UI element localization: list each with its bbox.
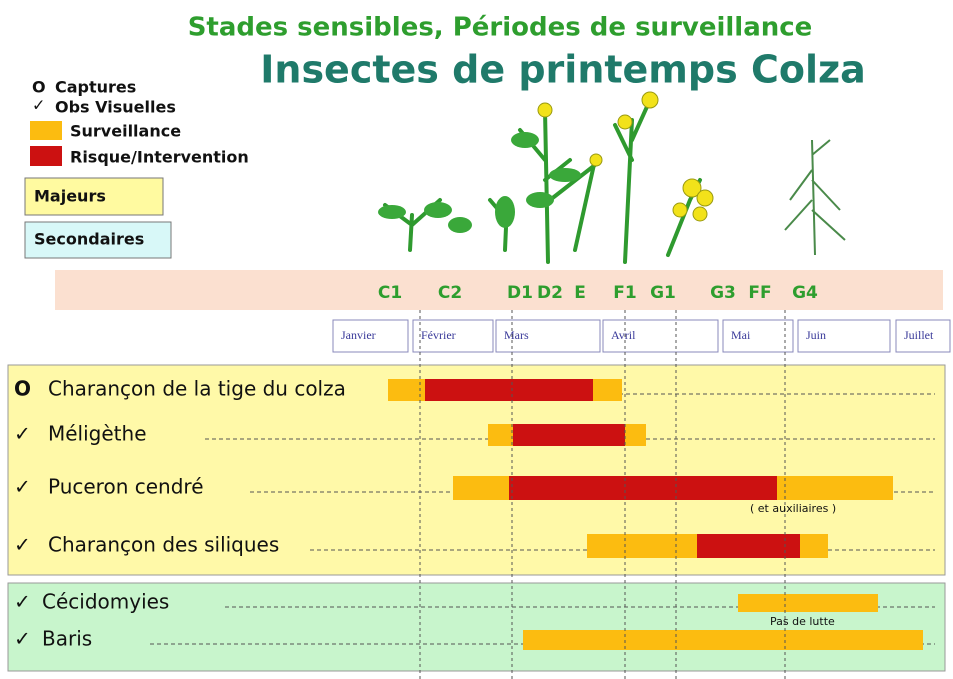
- month-box: [602, 319, 719, 353]
- month-label: Juin: [806, 328, 826, 342]
- period-bar: [509, 476, 777, 500]
- month-label: Mars: [504, 328, 529, 342]
- row-name: Méligèthe: [48, 422, 147, 446]
- month-label: Mai: [731, 328, 751, 342]
- period-bar: [425, 379, 593, 401]
- legend-label: Captures: [55, 78, 136, 97]
- note: ( et auxiliaires ): [750, 502, 836, 515]
- row-symbol: ✓: [14, 627, 31, 651]
- month-label: Avril: [611, 328, 636, 342]
- period-bar: [513, 424, 625, 446]
- month-label: Février: [421, 328, 456, 342]
- legend-symbol: O: [32, 78, 46, 97]
- period-bar: [738, 594, 878, 612]
- group-box: [24, 221, 172, 259]
- row-name: Charançon de la tige du colza: [48, 377, 346, 401]
- period-bar: [523, 630, 923, 650]
- month-box: [895, 319, 951, 353]
- row-symbol: ✓: [14, 475, 31, 499]
- note: Pas de lutte: [770, 615, 835, 628]
- stage-label: C1: [378, 283, 402, 303]
- stage-label: G1: [650, 283, 676, 303]
- title: Stades sensibles, Périodes de surveillan…: [188, 13, 813, 43]
- row-symbol: O: [14, 377, 31, 401]
- group-label: Majeurs: [34, 187, 106, 206]
- stage-band: [55, 270, 943, 310]
- row-name: Cécidomyies: [42, 590, 169, 614]
- row-symbol: ✓: [14, 422, 31, 446]
- stage-label: G4: [792, 283, 818, 303]
- stage-label: G3: [710, 283, 736, 303]
- month-label: Janvier: [341, 328, 376, 342]
- stage-label: F1: [613, 283, 636, 303]
- month-box: [797, 319, 891, 353]
- legend-label: Risque/Intervention: [70, 148, 249, 167]
- stage-label: FF: [748, 283, 771, 303]
- row-name: Baris: [42, 627, 92, 651]
- month-box: [412, 319, 494, 353]
- stage-label: E: [574, 283, 586, 303]
- legend-symbol: ✓: [32, 96, 45, 115]
- month-box: [332, 319, 409, 353]
- row-name: Puceron cendré: [48, 475, 204, 499]
- month-box: [495, 319, 601, 353]
- period-bar: [697, 534, 800, 558]
- group-label: Secondaires: [34, 230, 144, 249]
- legend-label: Obs Visuelles: [55, 98, 176, 117]
- row-symbol: ✓: [14, 590, 31, 614]
- plant-illustrations: [378, 91, 846, 264]
- subtitle: Insectes de printemps Colza: [260, 48, 865, 92]
- legend-label: Surveillance: [70, 122, 181, 141]
- stage-label: D1: [507, 283, 533, 303]
- legend-swatch: [30, 146, 62, 166]
- stage-label: C2: [438, 283, 462, 303]
- month-label: Juillet: [904, 328, 934, 342]
- group-box: [24, 177, 164, 216]
- row-symbol: ✓: [14, 533, 31, 557]
- row-name: Charançon des siliques: [48, 533, 279, 557]
- month-box: [722, 319, 794, 353]
- stage-label: D2: [537, 283, 563, 303]
- legend-swatch: [30, 121, 62, 140]
